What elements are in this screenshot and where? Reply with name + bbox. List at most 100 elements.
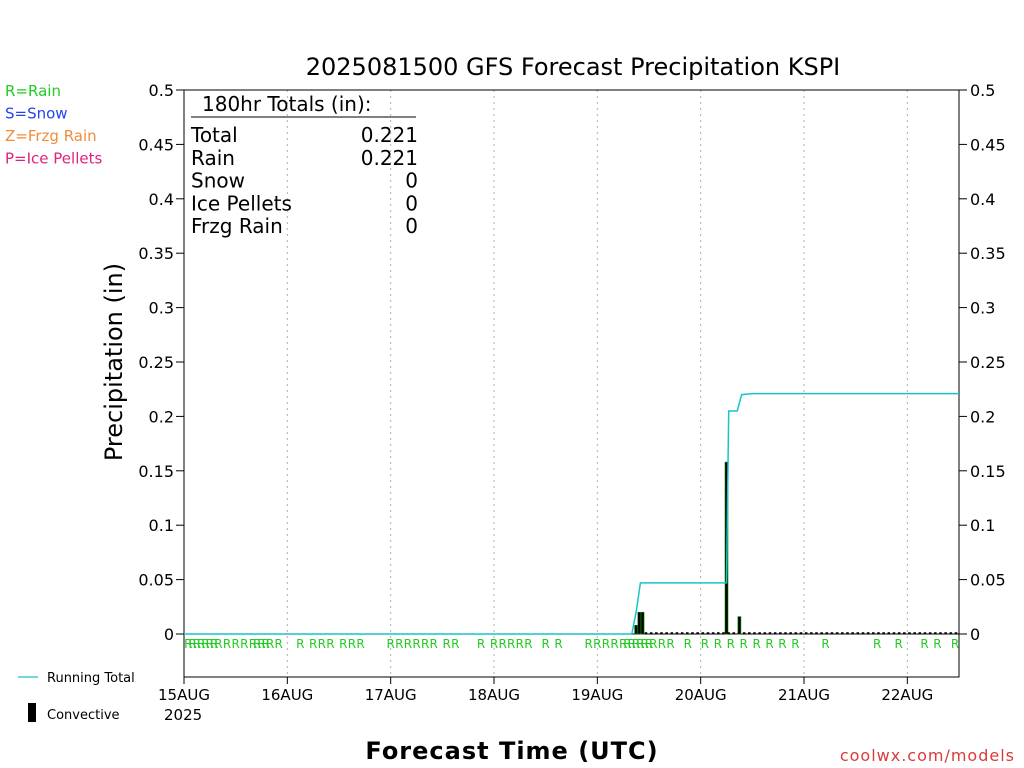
precip-type-marker: R (684, 637, 692, 651)
precip-type-marker: R (193, 637, 201, 651)
grid-lines (286, 90, 908, 677)
precip-type-marker: R (610, 637, 618, 651)
precip-type-marker: R (240, 637, 248, 651)
precip-type-marker: R (933, 637, 941, 651)
y-tick-label-right: 0.2 (970, 407, 995, 426)
precip-type-marker: R (765, 637, 773, 651)
convective-bar (637, 611, 642, 635)
y-tick-label-right: 0.45 (970, 135, 1006, 154)
precip-type-marker: R (623, 637, 631, 651)
precip-type-marker: R (541, 637, 549, 651)
x-tick-label: 21AUG (778, 686, 830, 704)
precip-type-marker: R (701, 637, 709, 651)
x-axis: 15AUG 16AUG 17AUG 18AUG 19AUG 20AUG 21AUG 22AUG (158, 677, 933, 704)
y-axis-left: 0 0.05 0.1 0.15 0.2 0.25 0.3 0.35 0.4 0.45 0.5 (138, 81, 184, 644)
convective-bars (634, 461, 958, 635)
precip-type-marker: R (498, 637, 506, 651)
y-tick-label: 0.5 (149, 81, 174, 100)
credit-text: coolwx.com/models (840, 746, 1015, 765)
precip-type-marker: R (430, 637, 438, 651)
precip-type-marker: R (223, 637, 231, 651)
precip-type-marker: R (275, 637, 283, 651)
chart-title: 2025081500 GFS Forecast Precipitation KS… (306, 53, 841, 81)
y-tick-label: 0.25 (138, 353, 174, 372)
totals-row-value: 0.221 (361, 123, 418, 147)
y-tick-label: 0.15 (138, 462, 174, 481)
precip-type-marker: R (339, 637, 347, 651)
type-legend-item: P=Ice Pellets (5, 150, 102, 168)
precip-type-marker: R (197, 637, 205, 651)
precip-type-marker: R (386, 637, 394, 651)
precip-type-marker: R (593, 637, 601, 651)
y-tick-label-right: 0.1 (970, 516, 995, 535)
x-tick-label: 19AUG (571, 686, 623, 704)
precip-type-marker: R (641, 637, 649, 651)
precip-type-marker: R (895, 637, 903, 651)
y-axis-right: 0 0.05 0.1 0.15 0.2 0.25 0.3 0.35 0.4 0.45 0.5 (959, 81, 1006, 644)
convective-bar (640, 611, 645, 635)
totals-row-label: Snow (191, 169, 245, 193)
precip-type-marker: R (210, 637, 218, 651)
type-legend-item: Z=Frzg Rain (5, 127, 97, 145)
convective-bar (737, 616, 742, 635)
y-tick-label: 0.05 (138, 571, 174, 590)
precip-type-marker: R (628, 637, 636, 651)
x-axis-label: Forecast Time (UTC) (365, 737, 658, 765)
totals-row-value: 0.221 (361, 146, 418, 170)
y-tick-label: 0 (164, 625, 174, 644)
precip-type-marker: R (821, 637, 829, 651)
convective-legend-label: Convective (47, 708, 120, 723)
totals-row-value: 0 (405, 214, 418, 238)
precip-type-marker: R (395, 637, 403, 651)
y-tick-label-right: 0.4 (970, 190, 995, 209)
precip-type-marker: R (184, 637, 192, 651)
totals-box: 180hr Totals (in): Total 0.221 Rain 0.221 Sn… (190, 92, 418, 238)
precip-type-marker: R (516, 637, 524, 651)
x-tick-label: 22AUG (881, 686, 933, 704)
y-tick-label: 0.2 (149, 407, 174, 426)
precip-type-marker: R (477, 637, 485, 651)
precip-type-marker: R (257, 637, 265, 651)
running-total-line (184, 392, 959, 635)
precip-type-marker: R (778, 637, 786, 651)
precip-type-marker: R (524, 637, 532, 651)
x-tick-label: 20AUG (675, 686, 727, 704)
precip-type-marker: R (791, 637, 799, 651)
precip-type-marker: R (632, 637, 640, 651)
precip-type-marker: R (253, 637, 261, 651)
convective-bar (634, 624, 638, 635)
y-tick-label: 0.45 (138, 135, 174, 154)
y-tick-label-right: 0.35 (970, 244, 1006, 263)
precip-type-marker: R (348, 637, 356, 651)
y-tick-label-right: 0 (970, 625, 980, 644)
precip-type-marker: R (554, 637, 562, 651)
precip-type-marker: R (666, 637, 674, 651)
type-legend-item: S=Snow (5, 105, 68, 123)
precip-type-marker: R (266, 637, 274, 651)
totals-row-label: Ice Pellets (191, 191, 292, 215)
precip-type-marker: R (309, 637, 317, 651)
plot-frame (183, 89, 960, 678)
precip-type-marker: R (602, 637, 610, 651)
totals-row-value: 0 (405, 169, 418, 193)
precip-type-marker: R (740, 637, 748, 651)
y-tick-label-right: 0.15 (970, 462, 1006, 481)
precip-type-marker: R (231, 637, 239, 651)
type-legend-item: R=Rain (5, 82, 61, 100)
y-tick-label: 0.35 (138, 244, 174, 263)
totals-row-label: Rain (191, 146, 235, 170)
precip-type-marker: R (920, 637, 928, 651)
precip-type-marker: R (873, 637, 881, 651)
precip-type-marker: R (356, 637, 364, 651)
totals-header: 180hr Totals (in): (202, 92, 372, 116)
precip-type-marker: R (412, 637, 420, 651)
precip-type-marker: R (507, 637, 515, 651)
precip-type-marker: R (421, 637, 429, 651)
y-tick-label-right: 0.05 (970, 571, 1006, 590)
totals-row-value: 0 (405, 191, 418, 215)
precip-type-marker: R (585, 637, 593, 651)
precip-type-marker: R (296, 637, 304, 651)
precip-type-marker: R (649, 637, 657, 651)
